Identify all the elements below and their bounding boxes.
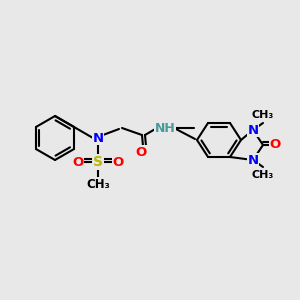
Text: O: O: [112, 155, 124, 169]
Text: N: N: [248, 124, 259, 136]
Text: S: S: [93, 155, 103, 169]
Text: N: N: [92, 131, 104, 145]
Text: O: O: [72, 155, 84, 169]
Text: NH: NH: [154, 122, 176, 134]
Text: CH₃: CH₃: [86, 178, 110, 190]
Text: N: N: [248, 154, 259, 166]
Text: CH₃: CH₃: [252, 170, 274, 180]
Text: O: O: [269, 139, 281, 152]
Text: CH₃: CH₃: [252, 110, 274, 120]
Text: O: O: [135, 146, 147, 158]
